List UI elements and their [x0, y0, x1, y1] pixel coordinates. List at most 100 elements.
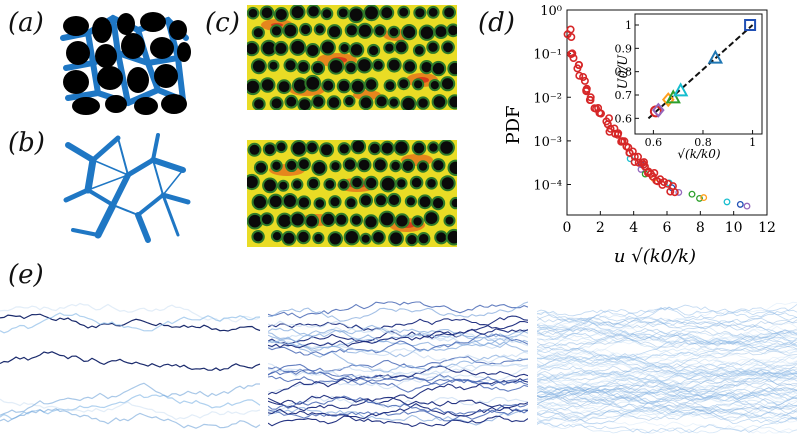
trajectory-line	[537, 385, 797, 402]
grain-dot	[270, 159, 283, 172]
trajectory-line	[537, 365, 797, 382]
trajectory-line	[537, 369, 797, 407]
x-tick-label: 2	[596, 220, 605, 236]
grain-dot	[337, 142, 351, 156]
inset-point	[665, 89, 681, 104]
trajectory-line	[268, 315, 528, 331]
trajectory-line	[268, 394, 528, 413]
data-point	[675, 188, 683, 196]
grain-dot	[281, 193, 298, 209]
trajectory-line	[537, 330, 797, 351]
inset-y-tick-label: 0.8	[615, 66, 633, 79]
grain-dot	[441, 40, 455, 55]
grain-dot	[269, 96, 284, 110]
grain-dot	[320, 7, 334, 21]
grain-dot	[431, 94, 448, 110]
grain-dot	[296, 59, 311, 74]
grain-dot	[397, 77, 411, 91]
data-point	[595, 108, 604, 117]
grain-dot	[397, 5, 411, 19]
x-tick-label: 0	[563, 220, 572, 236]
grain-dot	[344, 23, 359, 38]
x-tick-label: 10	[725, 220, 743, 236]
trajectory-line	[268, 369, 528, 393]
grain-dot	[427, 141, 440, 154]
trajectory-line	[537, 350, 797, 365]
pdf-chart: 0 2 4 6 8 10 12 10⁰ 10⁻¹ 10⁻² 10⁻³ 10⁻⁴ PDF u √(k0/…	[505, 4, 776, 267]
label-c: (c)	[205, 8, 240, 38]
grain-dot	[297, 157, 311, 172]
grain-dot	[446, 23, 457, 38]
trajectory-line	[537, 328, 797, 347]
grain-dot	[439, 175, 456, 192]
grain-dot	[364, 175, 379, 191]
trajectory-line	[537, 359, 797, 379]
inset-point	[744, 19, 757, 31]
grain-dot	[445, 228, 457, 246]
grain-dot	[371, 230, 386, 245]
grain-dot	[296, 229, 311, 245]
data-point	[614, 129, 623, 138]
trajectory-line	[537, 394, 797, 414]
grain-dot	[305, 140, 319, 155]
grain-dot	[283, 58, 298, 73]
grain-dot	[289, 211, 306, 228]
grain-dot	[356, 22, 374, 39]
grain-dot	[320, 211, 337, 228]
trajectory-line	[537, 336, 797, 364]
trajectory-line	[537, 361, 797, 376]
grain-dot	[447, 94, 457, 110]
y-tick-label: 10⁻²	[533, 91, 562, 106]
grain-dot	[426, 5, 440, 19]
trajectory-line	[537, 348, 797, 365]
data-point	[568, 49, 577, 58]
trajectories-sparse	[0, 302, 261, 429]
trajectory-line	[0, 382, 260, 416]
trajectory-line	[537, 316, 797, 336]
grain-dot	[327, 24, 343, 40]
x-axis-label: u √(k0/k)	[614, 246, 696, 267]
data-point	[723, 198, 731, 206]
grain-dot	[250, 58, 267, 75]
grain-dot	[273, 7, 289, 22]
grain-dot	[356, 157, 372, 173]
data-point	[611, 129, 620, 138]
grain-dot	[386, 57, 402, 73]
trajectory-line	[268, 408, 528, 422]
data-point	[688, 190, 696, 198]
trajectory-line	[268, 341, 528, 363]
trajectories-medium	[268, 301, 528, 428]
data-point	[640, 162, 649, 171]
x-tick-label: 4	[629, 220, 638, 236]
trajectory-line	[268, 333, 528, 356]
data-point	[625, 148, 634, 157]
grain-dot	[358, 95, 374, 110]
grain-dot	[311, 94, 326, 109]
grain-dot	[350, 140, 367, 155]
grain-dot	[327, 231, 344, 247]
grain-dot	[336, 78, 352, 94]
grain-dot	[273, 40, 289, 56]
grain-dot	[259, 77, 276, 93]
inset-y-label: U0/U	[616, 54, 631, 90]
grain-dot	[328, 195, 342, 209]
trajectory-line	[537, 386, 797, 405]
grain-dot	[383, 41, 396, 54]
grain-dot	[356, 57, 373, 74]
data-point	[630, 152, 639, 161]
trajectory-line	[537, 374, 797, 396]
grain-dot	[285, 158, 299, 172]
trajectory-line	[537, 345, 797, 369]
grain-dot	[277, 179, 290, 192]
grain-dot	[416, 160, 430, 173]
grain-dot	[252, 97, 266, 110]
grain-dot	[389, 159, 402, 173]
grain-dot	[405, 233, 419, 247]
grain-dot	[411, 215, 424, 228]
grain-dot	[363, 5, 380, 22]
grain-dot	[358, 193, 374, 208]
trajectory-line	[268, 334, 528, 358]
inset-y-tick-label: 0.9	[615, 42, 633, 55]
grain-dot	[251, 230, 265, 244]
trajectory-line	[537, 420, 797, 434]
